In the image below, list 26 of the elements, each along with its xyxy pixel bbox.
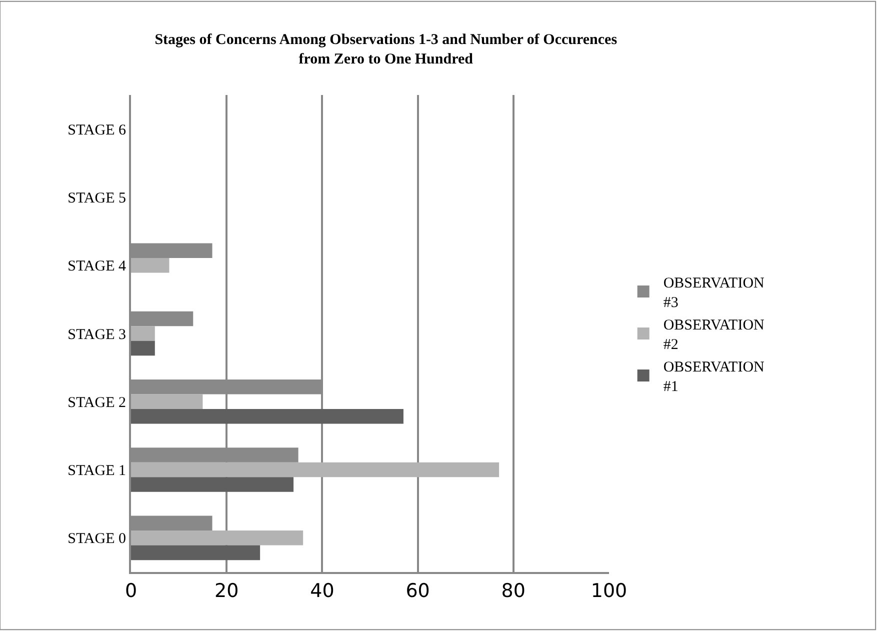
bar [131, 258, 170, 273]
bar [131, 409, 404, 424]
x-tick-label: 100 [590, 580, 628, 602]
bar [131, 326, 155, 341]
legend-label: OBSERVATION #2 [663, 318, 765, 354]
chart-title: Stages of Concerns Among Observations 1-3 and Number of Occurences from Zero to One Hundred [154, 32, 618, 68]
x-tick-label: 0 [124, 580, 138, 602]
x-tick-label: 80 [501, 580, 526, 602]
bar [131, 340, 155, 356]
legend-label: OBSERVATION #1 [663, 360, 765, 396]
y-tick-label: STAGE 6 [68, 122, 126, 138]
x-tick-label: 60 [406, 580, 430, 602]
y-tick-label: STAGE 4 [68, 258, 126, 275]
x-tick-label: 20 [214, 580, 239, 602]
y-tick-label: STAGE 1 [68, 463, 126, 480]
y-tick-label: STAGE 0 [68, 531, 126, 548]
bar [131, 462, 500, 478]
x-tick-label: 40 [310, 580, 334, 602]
y-tick-label: STAGE 5 [68, 190, 126, 206]
legend-label: OBSERVATION #3 [663, 276, 765, 312]
bar [131, 545, 260, 560]
bar [131, 530, 304, 546]
y-tick-label: STAGE 3 [68, 326, 126, 343]
bar [131, 394, 203, 410]
bar [131, 477, 294, 492]
y-tick-label: STAGE 2 [68, 394, 126, 411]
